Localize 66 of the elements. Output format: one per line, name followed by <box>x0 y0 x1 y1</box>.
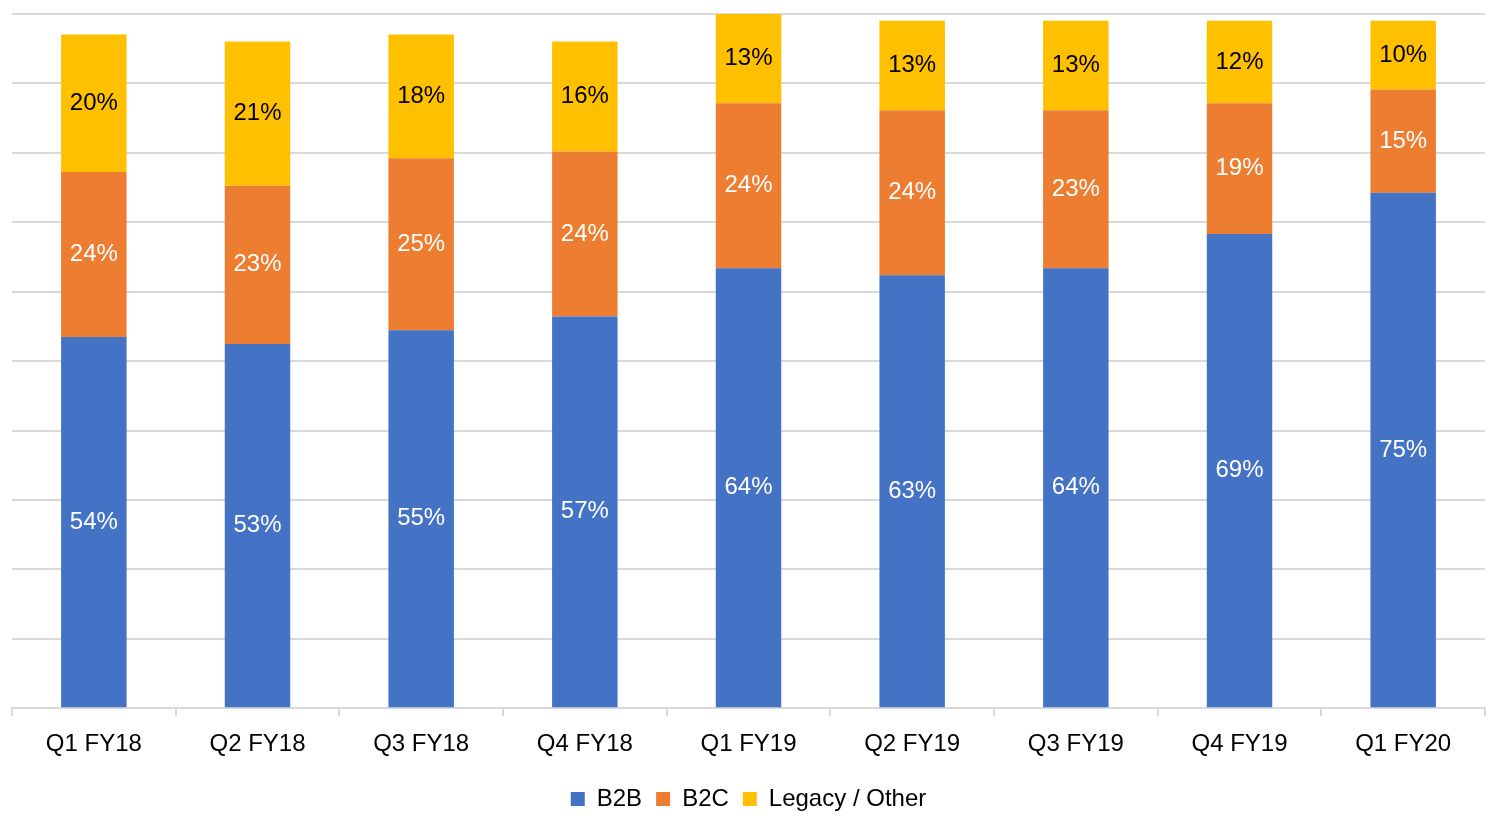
bar <box>715 268 782 708</box>
data-label: 10% <box>1379 39 1428 67</box>
bar <box>552 316 618 708</box>
data-label: 18% <box>397 81 446 109</box>
bar <box>715 103 782 269</box>
data-label: 19% <box>1215 153 1264 181</box>
data-label: 13% <box>1051 50 1100 78</box>
data-label: 57% <box>560 496 609 524</box>
data-label: 69% <box>1215 455 1264 483</box>
data-label: 53% <box>233 510 282 538</box>
data-label: 24% <box>724 170 773 198</box>
bar <box>1206 103 1273 234</box>
data-label: 64% <box>1051 472 1100 500</box>
data-label: 16% <box>560 81 609 109</box>
bar <box>1043 110 1109 269</box>
data-label: 12% <box>1215 46 1264 74</box>
x-tick-label: Q4 FY19 <box>1191 729 1288 757</box>
data-label: 24% <box>560 218 609 246</box>
bar <box>61 337 127 708</box>
bar <box>224 41 291 186</box>
x-tick-label: Q3 FY18 <box>373 729 470 757</box>
bar <box>552 41 618 152</box>
bar <box>61 34 127 173</box>
data-label: 13% <box>888 50 937 78</box>
bar <box>224 185 291 344</box>
bar <box>879 110 945 276</box>
bar <box>61 172 127 338</box>
bar <box>879 20 945 111</box>
data-label: 15% <box>1379 125 1428 153</box>
bar <box>1206 20 1273 104</box>
bar <box>388 34 454 159</box>
data-label: 13% <box>724 43 773 71</box>
data-label: 63% <box>888 475 937 503</box>
x-tick-label: Q3 FY19 <box>1027 729 1124 757</box>
legend-label: B2C <box>682 783 729 811</box>
bar <box>1043 268 1109 708</box>
bar <box>715 14 782 104</box>
legend-label: B2B <box>596 783 643 811</box>
bar <box>1370 20 1436 90</box>
data-label: 24% <box>69 239 118 267</box>
legend-label: Legacy / Other <box>768 783 927 811</box>
bar <box>1043 20 1109 111</box>
bar <box>879 275 945 708</box>
x-tick-label: Q2 FY18 <box>209 729 306 757</box>
bar <box>388 330 454 708</box>
data-label: 55% <box>397 503 446 531</box>
data-label: 64% <box>724 472 773 500</box>
data-label: 23% <box>1051 173 1100 201</box>
x-tick-label: Q1 FY20 <box>1355 729 1452 757</box>
data-label: 23% <box>233 249 282 277</box>
data-label: 75% <box>1379 434 1428 462</box>
bar <box>1206 233 1273 708</box>
bar <box>224 343 291 708</box>
bar <box>388 158 454 331</box>
x-tick-label: Q4 FY18 <box>536 729 633 757</box>
bar <box>1370 89 1436 193</box>
x-tick-label: Q1 FY19 <box>700 729 797 757</box>
data-label: 20% <box>69 87 118 115</box>
bar <box>1370 192 1436 708</box>
data-label: 21% <box>233 98 282 126</box>
x-tick-label: Q2 FY19 <box>864 729 961 757</box>
x-tick-label: Q1 FY18 <box>45 729 142 757</box>
data-label: 24% <box>888 177 937 205</box>
data-label: 25% <box>397 228 446 256</box>
data-label: 54% <box>69 506 118 534</box>
bar <box>552 151 618 317</box>
